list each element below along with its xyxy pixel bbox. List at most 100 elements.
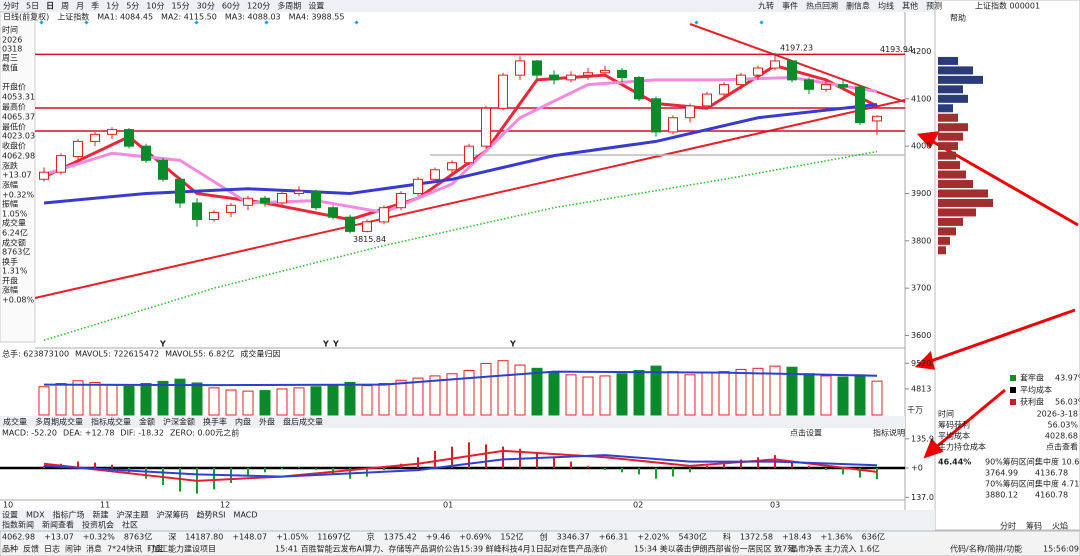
candle-body xyxy=(464,145,474,164)
panel-tab[interactable]: 火焰 xyxy=(1052,521,1068,531)
quote: 8763亿 xyxy=(124,532,152,542)
indicator-tab[interactable]: 沪深金额 xyxy=(163,417,195,427)
signal-diamond xyxy=(84,20,89,25)
tool-button[interactable]: 热点回溯 xyxy=(806,1,838,11)
bottom-tab[interactable]: 指标广场 xyxy=(53,510,85,520)
dist-text: 4160.78 xyxy=(1035,491,1068,500)
toolbar-tab[interactable]: 60分 xyxy=(222,2,240,11)
toolbar-tab[interactable]: 日 xyxy=(46,2,54,11)
toolbar-tab[interactable]: 10分 xyxy=(146,2,164,11)
tool-button[interactable]: 删信息 xyxy=(846,1,870,11)
indicator-tab[interactable]: 成交量 xyxy=(3,417,27,427)
toolbar-tab[interactable]: 120分 xyxy=(247,2,270,11)
bottom-tab[interactable]: MDX xyxy=(26,511,45,520)
bottom-tab[interactable]: 新闻查看 xyxy=(42,520,74,530)
chip-bar xyxy=(938,113,958,122)
button[interactable]: 指标说明 xyxy=(873,428,905,438)
tool-button[interactable]: 九转 xyxy=(758,1,774,11)
tool-button[interactable]: 其他 xyxy=(902,1,918,11)
candle-body xyxy=(515,60,525,76)
status-button[interactable]: 闹钟 xyxy=(65,544,81,554)
status-button[interactable]: 消息 xyxy=(86,544,102,554)
tool-button[interactable]: 事件 xyxy=(782,1,798,11)
bottom-tab[interactable]: 新建 xyxy=(93,510,109,520)
row-value: 2026-3-18 xyxy=(1037,410,1078,419)
volume-bar xyxy=(820,375,832,416)
indicator-tab[interactable]: 内盘 xyxy=(235,417,251,427)
bottom-tab[interactable]: 趋势RSI xyxy=(197,510,226,520)
volume-bar xyxy=(769,365,781,416)
toolbar-tab[interactable]: 30分 xyxy=(197,2,215,11)
info-text: 4062.98 xyxy=(2,152,35,161)
info-text: 1.05% xyxy=(2,210,28,219)
status-button[interactable]: 品种 xyxy=(2,544,18,554)
toolbar-tab[interactable]: 1分 xyxy=(106,2,119,11)
indicator-tab[interactable]: 多周期成交量 xyxy=(35,417,83,427)
candle-body xyxy=(277,192,287,204)
tool-button[interactable]: 均线 xyxy=(878,1,894,11)
legend-item: MA4: 3988.55 xyxy=(289,13,345,22)
status-button[interactable]: 7*24快讯 xyxy=(107,544,142,554)
info-text: 8763亿 xyxy=(2,247,30,257)
quote: 科 xyxy=(723,532,731,542)
volume-bar xyxy=(633,369,645,416)
dist-text: 集中度 10.65% xyxy=(1035,457,1080,467)
bottom-tab[interactable]: 沪深筹码 xyxy=(157,510,189,520)
toolbar-tab[interactable]: 5日 xyxy=(26,2,39,11)
volume-bar xyxy=(327,384,339,416)
toolbar-tab[interactable]: 月 xyxy=(76,2,84,11)
quote: +18.43 xyxy=(782,533,812,542)
bottom-tab[interactable]: 社区 xyxy=(122,520,138,530)
volume-bar xyxy=(735,368,747,416)
candle-body xyxy=(447,162,457,171)
y-tick-label: 135.9 xyxy=(911,434,934,443)
indicator-tab[interactable]: 指标成交量 xyxy=(91,417,131,427)
signal-mark: Y xyxy=(509,340,516,349)
panel-tab[interactable]: 帮助 xyxy=(950,13,966,23)
bottom-tab[interactable]: 投资机会 xyxy=(82,520,114,530)
search-box[interactable]: 代码/名称/简拼/功能 xyxy=(950,544,1022,554)
candle-body xyxy=(39,171,49,180)
chip-bar xyxy=(938,75,983,84)
button[interactable]: 点击设置 xyxy=(790,428,822,438)
panel-tab[interactable]: 分时 xyxy=(1000,521,1016,531)
toolbar-tab[interactable]: 设置 xyxy=(308,1,324,11)
bottom-tab[interactable]: 设置 xyxy=(2,510,18,520)
indicator-tab[interactable]: 金额 xyxy=(139,417,155,427)
dif-line xyxy=(43,449,878,482)
tool-button[interactable]: 预测 xyxy=(926,1,942,11)
toolbar-tab[interactable]: 周 xyxy=(61,2,69,11)
bottom-tab[interactable]: 沪深主题 xyxy=(117,510,149,520)
indicator-tab[interactable]: 换手率 xyxy=(203,417,227,427)
panel-tab[interactable]: 筹码 xyxy=(1026,521,1042,531)
toolbar-tab[interactable]: 15分 xyxy=(171,2,189,11)
quote: +0.32% xyxy=(83,533,116,542)
bottom-tab[interactable]: 指数新闻 xyxy=(2,520,34,530)
volume-bar xyxy=(786,366,798,416)
low-label: 3815.84 xyxy=(353,235,386,244)
indicator-tab[interactable]: 盘后成交量 xyxy=(283,417,323,427)
candle-body xyxy=(345,216,355,232)
candle-body xyxy=(379,207,389,223)
indicator-tabs-bg xyxy=(0,416,905,428)
y-tick-label: 3600 xyxy=(911,331,931,340)
toolbar-tab[interactable]: 季 xyxy=(91,1,99,11)
indicator-tab[interactable]: 外盘 xyxy=(259,417,275,427)
status-button[interactable]: 盯盘 xyxy=(147,544,163,554)
toolbar-tab[interactable]: 多周期 xyxy=(277,1,301,11)
toolbar-tab[interactable]: 分时 xyxy=(3,1,19,11)
toolbar-tab[interactable]: 5分 xyxy=(126,2,139,11)
x-tick-label: 11 xyxy=(100,501,110,510)
status-button[interactable]: 日志 xyxy=(44,544,60,554)
bottom-tab[interactable]: MACD xyxy=(234,511,258,520)
volume-bar xyxy=(718,371,730,416)
candle-body xyxy=(311,190,321,209)
legend-item: 上证指数 xyxy=(57,12,89,22)
info-text: 开盘 xyxy=(2,276,18,286)
y-tick-label: 4200 xyxy=(911,47,931,56)
candle-body xyxy=(600,69,610,74)
status-button[interactable]: 反馈 xyxy=(23,544,39,554)
info-text: 4023.03 xyxy=(2,132,35,141)
y-tick-label: 3700 xyxy=(911,284,931,293)
